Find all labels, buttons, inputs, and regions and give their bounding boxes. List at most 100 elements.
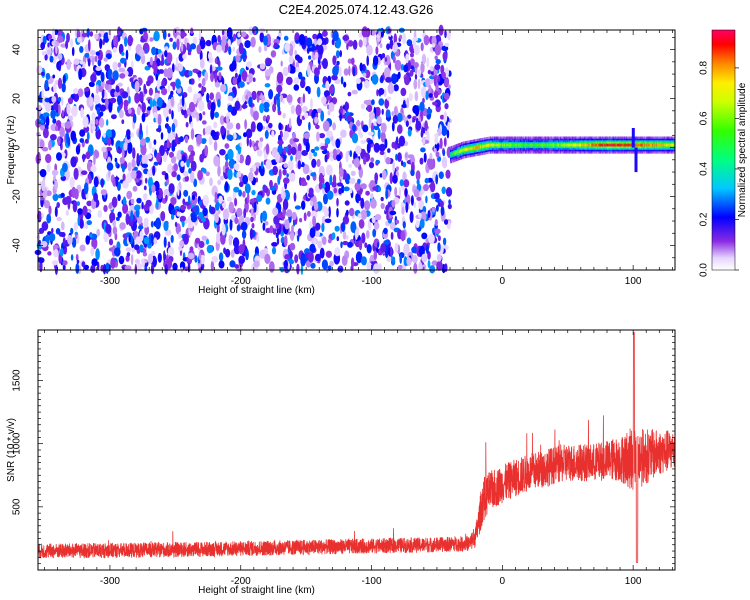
heatmap-cell [316,158,321,168]
heatmap-cell [314,146,320,151]
heatmap-cell [377,37,381,42]
heatmap-cell [575,143,577,147]
heatmap-cell [136,197,142,204]
heatmap-cell [650,143,652,147]
heatmap-cell [90,73,97,83]
y-tick-label: 500 [12,498,23,515]
heatmap-cell [158,69,165,74]
heatmap-cell [206,244,214,254]
heatmap-cell [359,62,363,72]
heatmap-cell [102,263,107,275]
heatmap-cell [236,207,243,218]
heatmap-cell [358,39,363,48]
heatmap-cell [374,214,382,221]
heatmap-cell [271,149,276,157]
heatmap-cell [447,121,451,131]
heatmap-cell [444,42,450,47]
heatmap-cell [82,205,88,216]
heatmap-cell [324,181,331,194]
heatmap-cell [269,225,274,234]
heatmap-cell [434,219,438,227]
heatmap-cell [271,130,275,138]
heatmap-cell [205,39,212,47]
heatmap-cell [371,99,375,106]
heatmap-cell [428,93,433,98]
heatmap-cell [312,215,317,227]
heatmap-cell [606,143,608,147]
heatmap-cell [62,260,68,266]
heatmap-cell [89,233,93,238]
heatmap-cell [250,216,254,223]
heatmap-cell [246,77,249,83]
heatmap-cell [61,109,65,118]
heatmap-cell [144,177,148,184]
heatmap-cell [375,46,379,55]
heatmap-cell [222,208,229,221]
heatmap-cell [121,163,125,173]
heatmap-cell [70,130,77,142]
heatmap-cell [118,43,124,55]
heatmap-cell [167,103,170,108]
heatmap-cell [644,143,646,147]
heatmap-cell [480,145,482,149]
heatmap-cell [445,187,453,197]
heatmap-cell [326,190,334,200]
heatmap-cell [485,144,487,148]
heatmap-cell [364,200,371,211]
heatmap-cell [48,232,56,242]
heatmap-cell [627,143,629,147]
heatmap-cell [140,138,146,146]
heatmap-cell [164,264,168,275]
heatmap-cell [336,60,340,66]
heatmap-cell [95,66,102,72]
heatmap-cell [351,133,359,144]
heatmap-cell [289,50,293,57]
heatmap-cell [311,111,315,119]
heatmap-cell [322,236,327,246]
heatmap-cell [62,74,66,85]
heatmap-cell [43,200,51,209]
heatmap-cell [312,33,318,40]
heatmap-cell [276,71,284,84]
heatmap-cell [61,232,66,238]
heatmap-cell [324,154,328,163]
heatmap-cell [374,172,379,183]
heatmap-cell [38,227,45,234]
heatmap-cell [406,237,412,245]
heatmap-cell [238,189,243,197]
heatmap-cell [387,83,395,95]
heatmap-cell [155,190,160,196]
heatmap-cell [280,60,283,67]
heatmap-cell [647,143,649,147]
heatmap-cell [82,61,86,69]
heatmap-cell [524,143,526,147]
heatmap-cell [433,148,437,153]
heatmap-cell [91,124,96,131]
heatmap-cell [167,163,173,174]
heatmap-cell [57,35,64,43]
heatmap-cell [421,253,428,263]
heatmap-cell [311,158,317,168]
heatmap-cell [145,125,149,137]
heatmap-cell [361,26,369,38]
heatmap-cell [109,212,116,223]
heatmap-cell [101,146,107,153]
heatmap-cell [619,143,621,147]
heatmap-cell [366,230,370,239]
heatmap-cell [397,124,403,134]
heatmap-cell [79,129,86,137]
heatmap-cell [671,143,673,147]
heatmap-cell [100,71,105,83]
heatmap-cell [313,151,318,157]
heatmap-cell [597,143,599,147]
heatmap-cell [202,207,208,217]
heatmap-cell [384,57,388,62]
heatmap-cell [345,151,349,163]
heatmap-cell [436,204,439,212]
heatmap-cell [245,128,253,139]
heatmap-cell [272,103,277,113]
heatmap-cell [163,188,170,199]
heatmap-cell [286,209,293,218]
heatmap-cell [167,246,175,257]
